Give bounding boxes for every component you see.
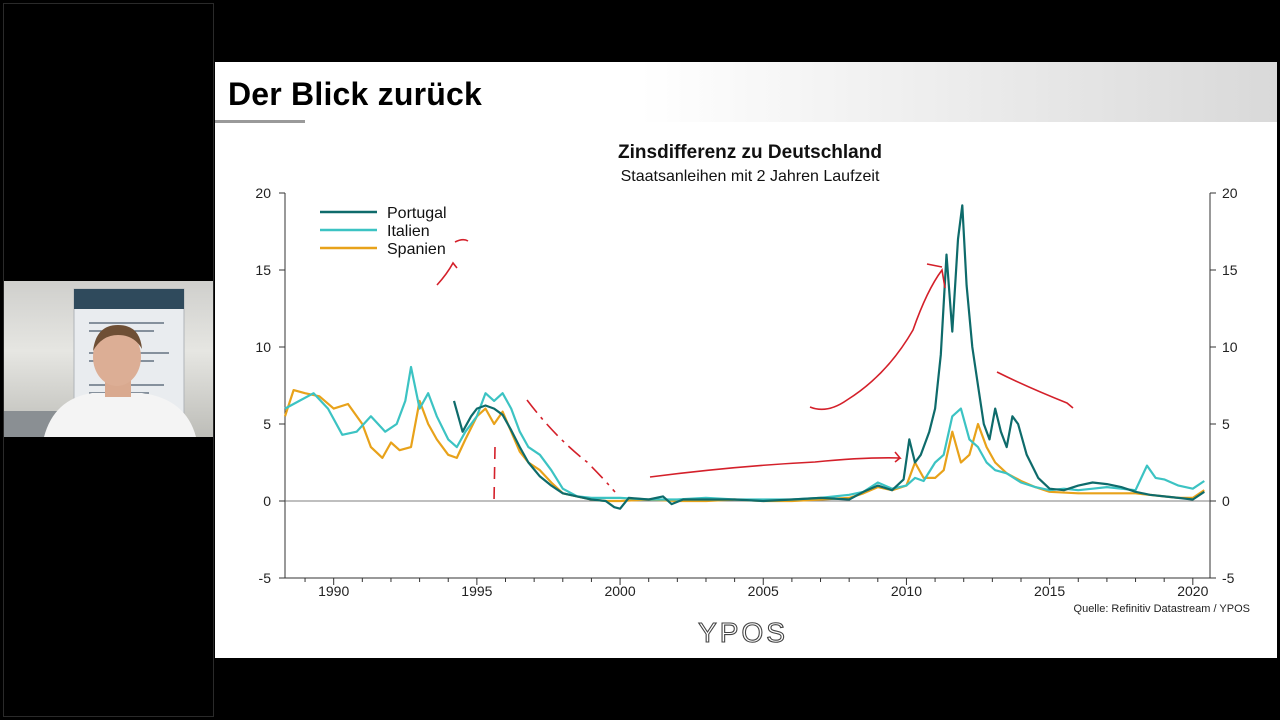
annotation-mark-1: [454, 238, 469, 243]
hand-drawn-annotations: [436, 238, 1074, 503]
ypos-logo: YPOS: [698, 617, 788, 648]
x-tick-label: 2005: [748, 583, 779, 599]
x-tick-label: 2020: [1177, 583, 1208, 599]
y-tick-label-right: -5: [1222, 570, 1235, 586]
presenter-image: [4, 288, 196, 437]
y-tick-label-left: -5: [259, 570, 272, 586]
series-line-spanien: [283, 389, 1205, 503]
y-tick-label-left: 5: [263, 416, 271, 432]
spread-chart: Zinsdifferenz zu Deutschland Staatsanlei…: [255, 142, 1250, 649]
chart-legend: Portugal Italien Spanien: [320, 205, 447, 258]
y-tick-label-right: 15: [1222, 262, 1238, 278]
x-tick-label: 2015: [1034, 583, 1065, 599]
presentation-slide: Der Blick zurück Zinsdifferenz zu Deutsc…: [215, 62, 1277, 658]
y-tick-label-left: 15: [255, 262, 271, 278]
annotation-arrow-3: [809, 268, 946, 411]
annotation-mark-2: [926, 263, 943, 268]
y-tick-label-right: 10: [1222, 339, 1238, 355]
series-line-portugal: [452, 204, 1205, 510]
annotation-dashed-line-2: [526, 399, 616, 493]
y-tick-label-left: 0: [263, 493, 271, 509]
slide-header: Der Blick zurück: [215, 62, 1277, 123]
slide-title: Der Blick zurück: [228, 76, 482, 112]
y-tick-label-right: 5: [1222, 416, 1230, 432]
x-tick-label: 1990: [318, 583, 349, 599]
annotation-dashed-line-1: [493, 446, 496, 503]
y-tick-label-right: 20: [1222, 185, 1238, 201]
webcam-video: [4, 281, 213, 437]
x-tick-label: 1995: [461, 583, 492, 599]
annotation-arrow-2: [649, 451, 902, 478]
chart-subtitle: Staatsanleihen mit 2 Jahren Laufzeit: [621, 168, 880, 185]
chart-title: Zinsdifferenz zu Deutschland: [618, 142, 882, 163]
series-layer: [283, 204, 1205, 510]
legend-label-italien: Italien: [387, 223, 430, 240]
legend-label-portugal: Portugal: [387, 205, 447, 222]
y-tick-label-left: 20: [255, 185, 271, 201]
y-tick-label-left: 10: [255, 339, 271, 355]
source-note: Quelle: Refinitiv Datastream / YPOS: [1074, 603, 1250, 615]
series-line-italien: [284, 365, 1205, 501]
annotation-line-3: [996, 371, 1074, 409]
legend-label-spanien: Spanien: [387, 241, 446, 258]
annotation-arrow-1: [436, 261, 458, 286]
y-tick-label-right: 0: [1222, 493, 1230, 509]
title-underline: [215, 120, 305, 123]
x-tick-label: 2000: [604, 583, 635, 599]
x-tick-label: 2010: [891, 583, 922, 599]
